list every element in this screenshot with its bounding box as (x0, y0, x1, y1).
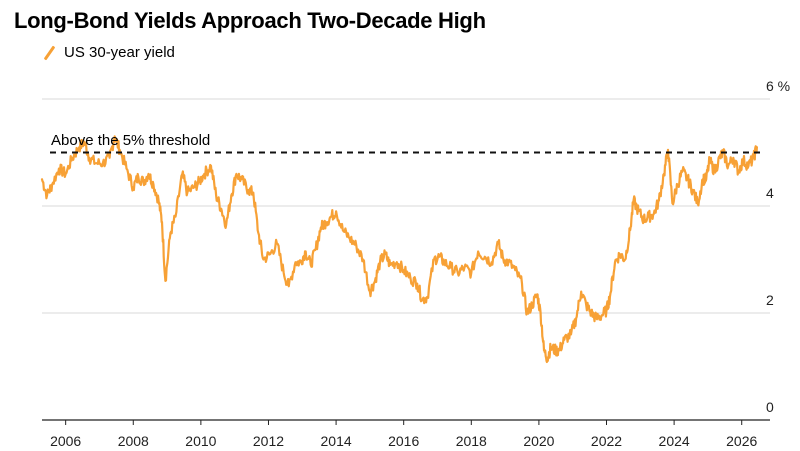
x-axis-labels: 2006 2008 2010 2012 2014 2016 2018 2020 2022 2024… (50, 420, 757, 449)
y-tick-label: 2 (766, 292, 774, 308)
y-tick-label: 0 (766, 399, 774, 415)
series-line-0 (40, 135, 758, 364)
reference-layer: Above the 5% threshold (50, 132, 762, 154)
x-tick-label: 2010 (185, 433, 216, 449)
legend: US 30-year yield (42, 44, 175, 61)
grid-lines (42, 98, 770, 421)
threshold-annotation: Above the 5% threshold (51, 132, 210, 149)
x-tick-label: 2018 (456, 433, 487, 449)
x-tick-label: 2020 (523, 433, 554, 449)
y-axis-labels: 6 % 4 2 0 (766, 78, 790, 415)
x-tick-label: 2022 (591, 433, 622, 449)
y-tick-label: 4 (766, 185, 774, 201)
legend-label: US 30-year yield (64, 44, 175, 61)
x-tick-label: 2024 (659, 433, 690, 449)
chart-title: Long-Bond Yields Approach Two-Decade Hig… (14, 8, 486, 33)
x-tick-label: 2014 (321, 433, 352, 449)
series-layer (40, 135, 758, 364)
x-tick-label: 2026 (726, 433, 757, 449)
x-tick-label: 2006 (50, 433, 81, 449)
y-tick-label: 6 % (766, 78, 790, 94)
x-tick-label: 2008 (118, 433, 149, 449)
x-tick-label: 2012 (253, 433, 284, 449)
x-tick-label: 2016 (388, 433, 419, 449)
